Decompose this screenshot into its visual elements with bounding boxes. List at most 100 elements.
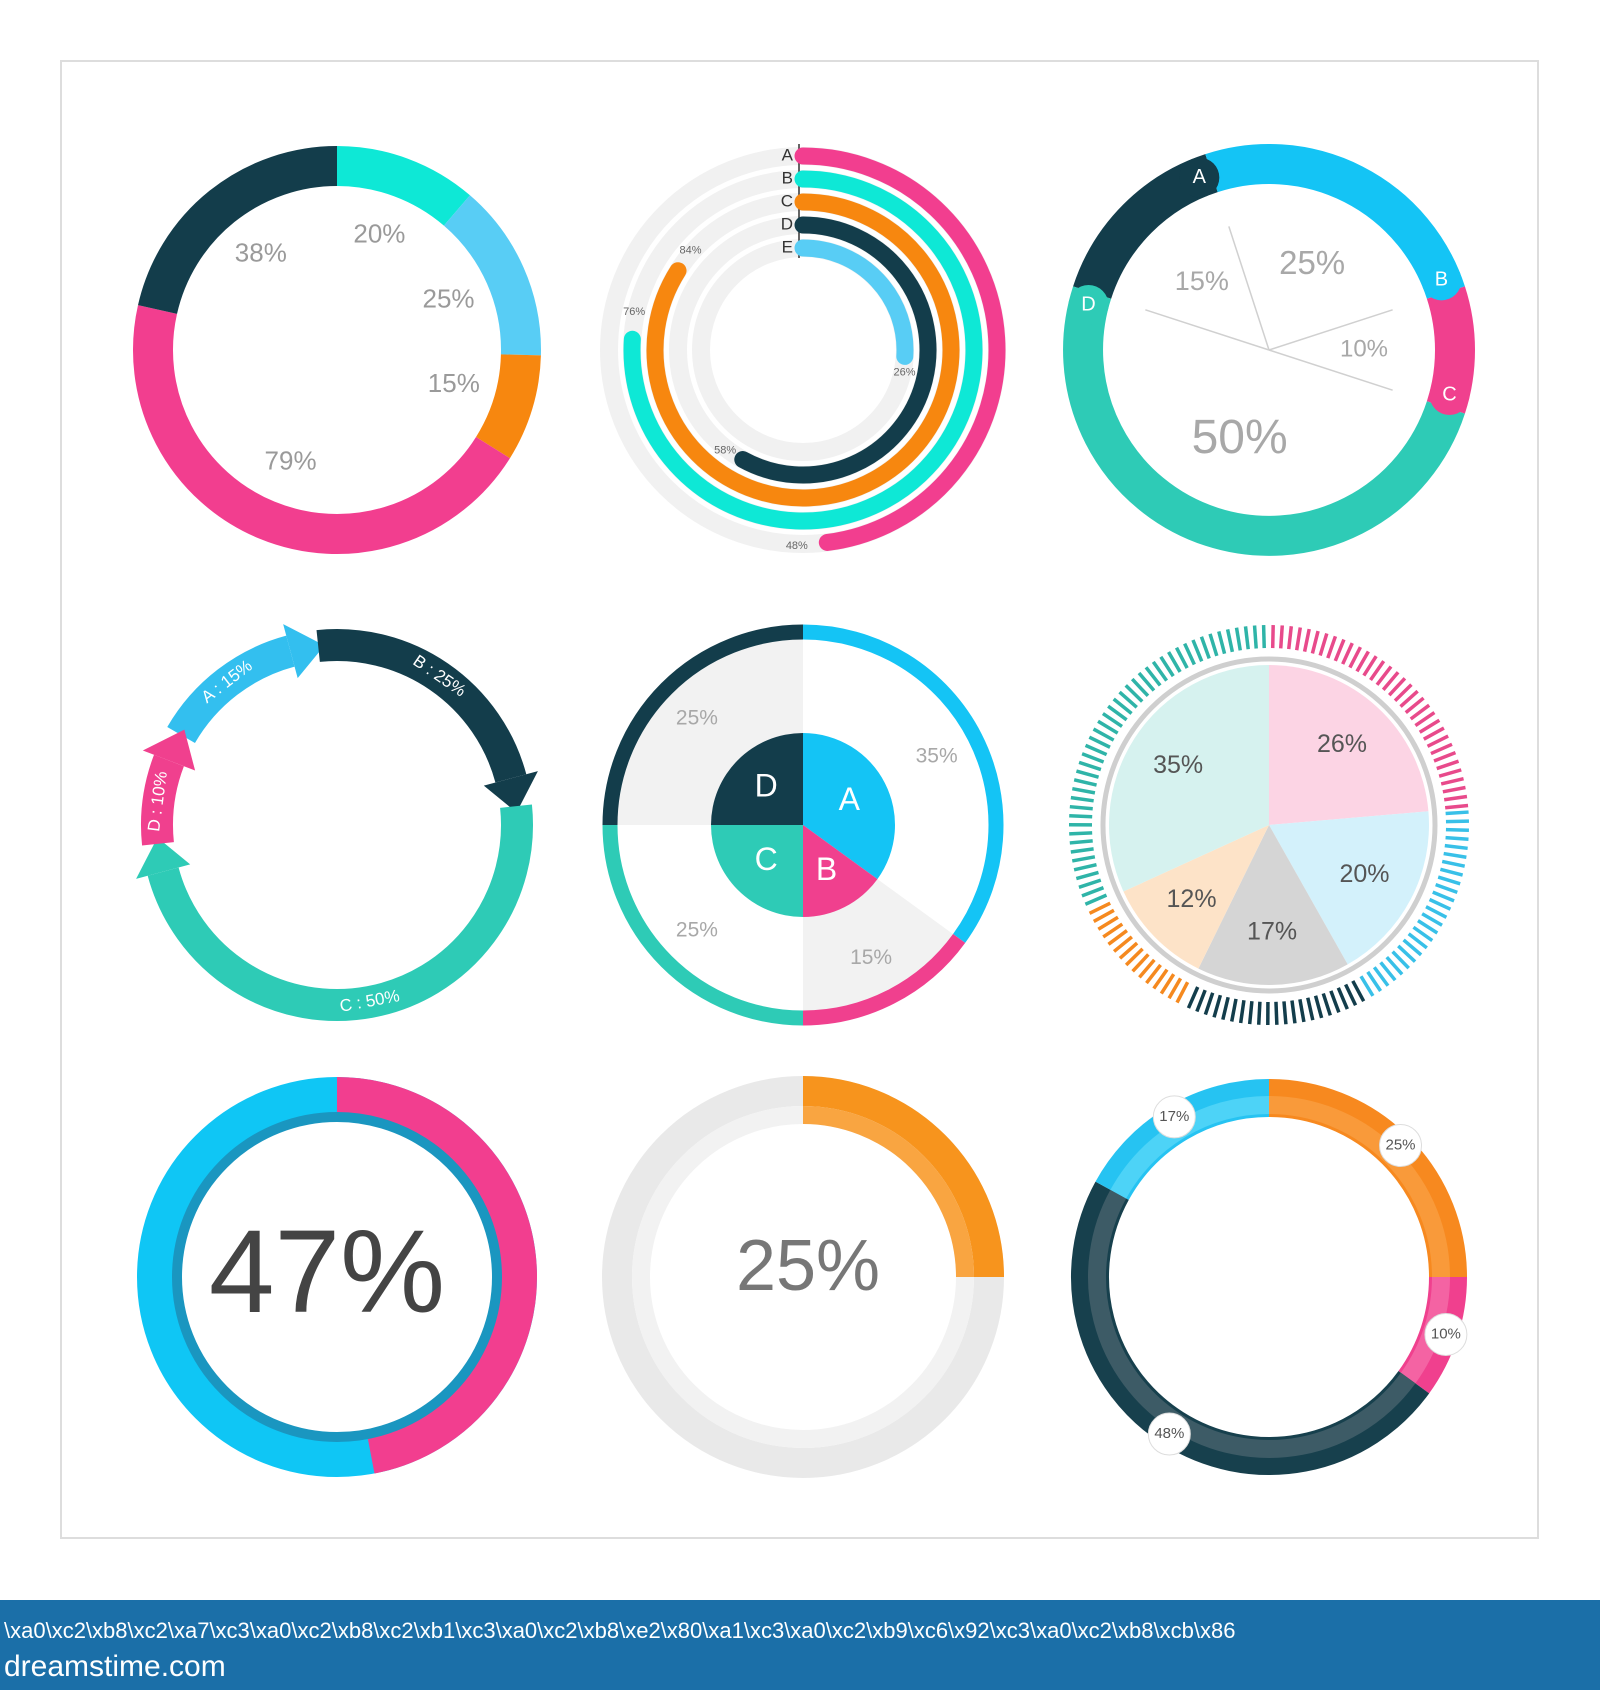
bar-label: 58% [714, 444, 736, 456]
category-label: C [1442, 383, 1456, 405]
tick-decor [1326, 635, 1338, 659]
segment-label: 48% [1154, 1425, 1184, 1442]
tick-decor [1418, 718, 1441, 734]
tick-decor [1436, 759, 1460, 771]
tick-decor [1070, 847, 1094, 854]
donut-segment [138, 146, 338, 315]
segment-label: 15% [428, 368, 480, 398]
frame [60, 60, 1539, 1539]
tick-decor [1069, 839, 1093, 845]
radial-bar [734, 216, 937, 484]
tick-decor [1097, 719, 1119, 735]
category-label: C [781, 191, 793, 210]
radial-bar [646, 193, 960, 507]
category-label: A [782, 145, 794, 164]
segment-label: 15% [1175, 266, 1229, 296]
donut-segment [475, 353, 541, 459]
tick-decor [1444, 843, 1468, 851]
tick-decor [1199, 636, 1211, 659]
donut-segment [1063, 286, 1465, 556]
tick-decor [1072, 786, 1096, 795]
tick-decor [1152, 968, 1169, 990]
arrow-head [483, 771, 538, 813]
category-label: A [1193, 166, 1207, 188]
pie-slice [803, 733, 896, 880]
pie-slice [711, 825, 803, 917]
pie-slice [803, 825, 878, 917]
ring-segment [802, 934, 966, 1026]
segment-label: 35% [1153, 751, 1203, 779]
category-label: B [1435, 269, 1448, 291]
tick-decor [1118, 690, 1138, 709]
footer-banner [0, 1600, 1600, 1690]
tick-decor [1071, 855, 1096, 863]
tick-decor [1159, 655, 1175, 678]
category-label: D [781, 214, 793, 233]
tick-decor [1151, 660, 1169, 682]
tick-decor [1302, 628, 1311, 652]
segment-marker [1068, 285, 1109, 326]
radial-bar [794, 147, 1006, 551]
tick-decor [1252, 625, 1258, 649]
tick-decor [1321, 992, 1332, 1016]
tick-decor [1107, 929, 1128, 946]
tick-decor [1069, 831, 1093, 836]
tick-decor [1118, 941, 1139, 960]
donut-segment [133, 305, 510, 554]
tick-decor [1282, 1001, 1288, 1025]
segment-label: 20% [353, 218, 405, 248]
tick-decor [1439, 867, 1464, 877]
spoke [1228, 226, 1270, 351]
tick-decor [1274, 1001, 1279, 1025]
arrow-arc [316, 629, 527, 783]
segment-label: 25% [423, 283, 475, 313]
category-label: B [782, 168, 793, 187]
tick-decor [1286, 626, 1294, 650]
tick-decor [1430, 742, 1453, 756]
tick-decor [1247, 1001, 1254, 1025]
tick-decor [1432, 890, 1455, 903]
tick-decor [1131, 953, 1150, 973]
tick-decor [1387, 677, 1407, 697]
tick-decor [1445, 810, 1469, 816]
tick-decor [1144, 666, 1162, 687]
tick-decor [1310, 630, 1320, 654]
tick-decor [1402, 938, 1423, 957]
tick-decor [1124, 947, 1144, 967]
tick-decor [1075, 870, 1099, 881]
tick-decor [1435, 882, 1458, 895]
segment-label: 25% [1279, 244, 1345, 281]
center-label: 47% [209, 1206, 445, 1338]
tick-decor [1442, 785, 1466, 794]
ring-segment [602, 824, 804, 1026]
segment-label: 26% [1317, 730, 1367, 758]
segment-label: 25% [1386, 1136, 1416, 1153]
tick-decor [1078, 760, 1102, 772]
segment-label: 25% [676, 706, 718, 729]
tick-decor [1070, 795, 1094, 803]
tick-decor [1238, 999, 1246, 1024]
tick-decor [1306, 997, 1315, 1021]
center-label: 25% [736, 1226, 880, 1306]
segment-label: 17% [1247, 918, 1297, 946]
segment-label: 10% [1431, 1325, 1461, 1342]
tick-decor [1234, 627, 1242, 651]
tick-decor [1391, 950, 1410, 970]
tick-decor [1084, 743, 1108, 757]
segment-label: 15% [850, 946, 892, 969]
pie-slice [1269, 811, 1429, 965]
ring-segment [802, 624, 1004, 943]
tick-decor [1362, 655, 1378, 677]
tick-decor [1428, 897, 1452, 911]
footer-brand: dreamstime.com [4, 1650, 226, 1683]
tick-decor [1438, 768, 1462, 778]
tick-decor [1412, 925, 1434, 942]
tick-decor [1399, 689, 1419, 708]
tick-decor [1229, 998, 1238, 1022]
tick-decor [1084, 893, 1108, 906]
tick-decor [1203, 992, 1215, 1016]
tick-decor [1078, 878, 1102, 889]
spoke [1268, 349, 1393, 391]
tick-decor [1088, 901, 1111, 915]
segment-label: 38% [235, 238, 287, 268]
